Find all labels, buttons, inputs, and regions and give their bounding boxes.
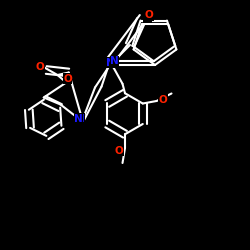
Text: O: O — [158, 95, 167, 105]
Text: O: O — [36, 62, 44, 72]
Text: N: N — [74, 114, 83, 124]
Text: N: N — [110, 56, 119, 66]
Text: O: O — [145, 10, 154, 20]
Text: O: O — [63, 74, 72, 84]
Text: O: O — [114, 146, 123, 156]
Text: N: N — [106, 58, 114, 68]
Text: N: N — [76, 114, 84, 124]
Text: O: O — [143, 12, 152, 22]
